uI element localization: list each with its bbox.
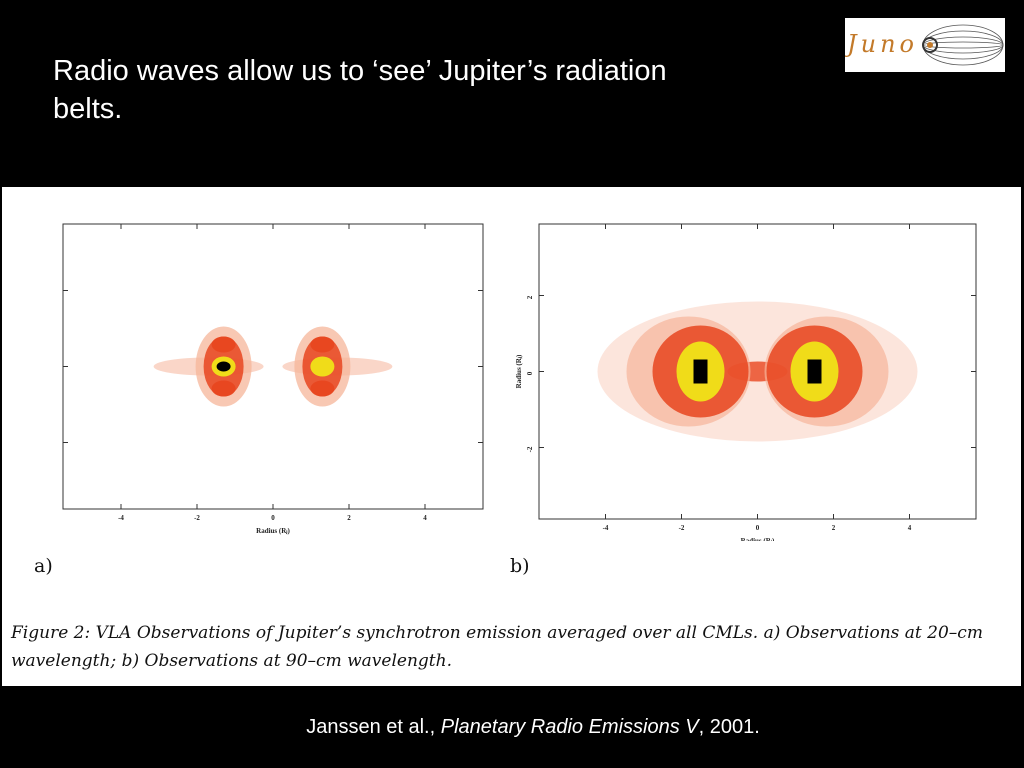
x-tick-label: -4 [603,524,609,532]
x-tick-label: 4 [423,514,427,522]
x-tick-label: 2 [347,514,351,522]
y-axis-label: Radius (Rⱼ) [515,354,523,388]
emission-west-peak [216,361,231,372]
emission-map [597,301,918,442]
x-tick-label: -2 [194,514,200,522]
x-tick-label: 0 [271,514,275,522]
y-tick-label: 2 [526,295,534,299]
juno-logo: Juno [845,18,1005,72]
x-tick-label: 0 [756,524,760,532]
figure-caption: Figure 2: VLA Observations of Jupiter’s … [11,623,983,671]
emission-west-peak [693,359,708,384]
juno-logo-text: Juno [847,30,918,58]
x-tick-label: 2 [832,524,836,532]
emission-east-peak [807,359,822,384]
citation: Janssen et al., Planetary Radio Emission… [0,716,1024,739]
x-axis-label: Radius (Rⱼ) [741,537,775,541]
emission-east-lobe-north [310,336,335,353]
emission-east-lobe-south [310,380,335,397]
x-tick-label: -4 [118,514,124,522]
citation-authors: Janssen et al., [306,716,441,738]
citation-work: Planetary Radio Emissions V [440,716,699,738]
y-tick-label: 0 [526,371,534,375]
figure-image: -4 -2 0 2 4 2 0 -2 Radius (Rⱼ) Radius (Rⱼ) -4 -2 0 2… [2,187,1021,686]
plot-b: -4 -2 0 2 4 2 0 -2 Radius (Rⱼ) Radius (Rⱼ) [515,223,977,541]
juno-orbit-logo-icon [922,24,1004,66]
x-axis-label: Radius (Rⱼ) [256,527,290,535]
panel-label-a: a) [34,555,53,577]
emission-map [153,326,393,407]
citation-rest: , 2001. [698,716,760,738]
y-tick-label: -2 [526,446,534,452]
emission-east-core [310,356,335,377]
x-tick-label: 4 [908,524,912,532]
panel-label-b: b) [510,555,530,577]
x-tick-label: -2 [679,524,685,532]
emission-west-lobe-south [211,380,236,397]
slide-title: Radio waves allow us to ‘see’ Jupiter’s … [53,55,667,125]
emission-west-lobe-north [211,336,236,353]
plot-frame [62,223,484,510]
